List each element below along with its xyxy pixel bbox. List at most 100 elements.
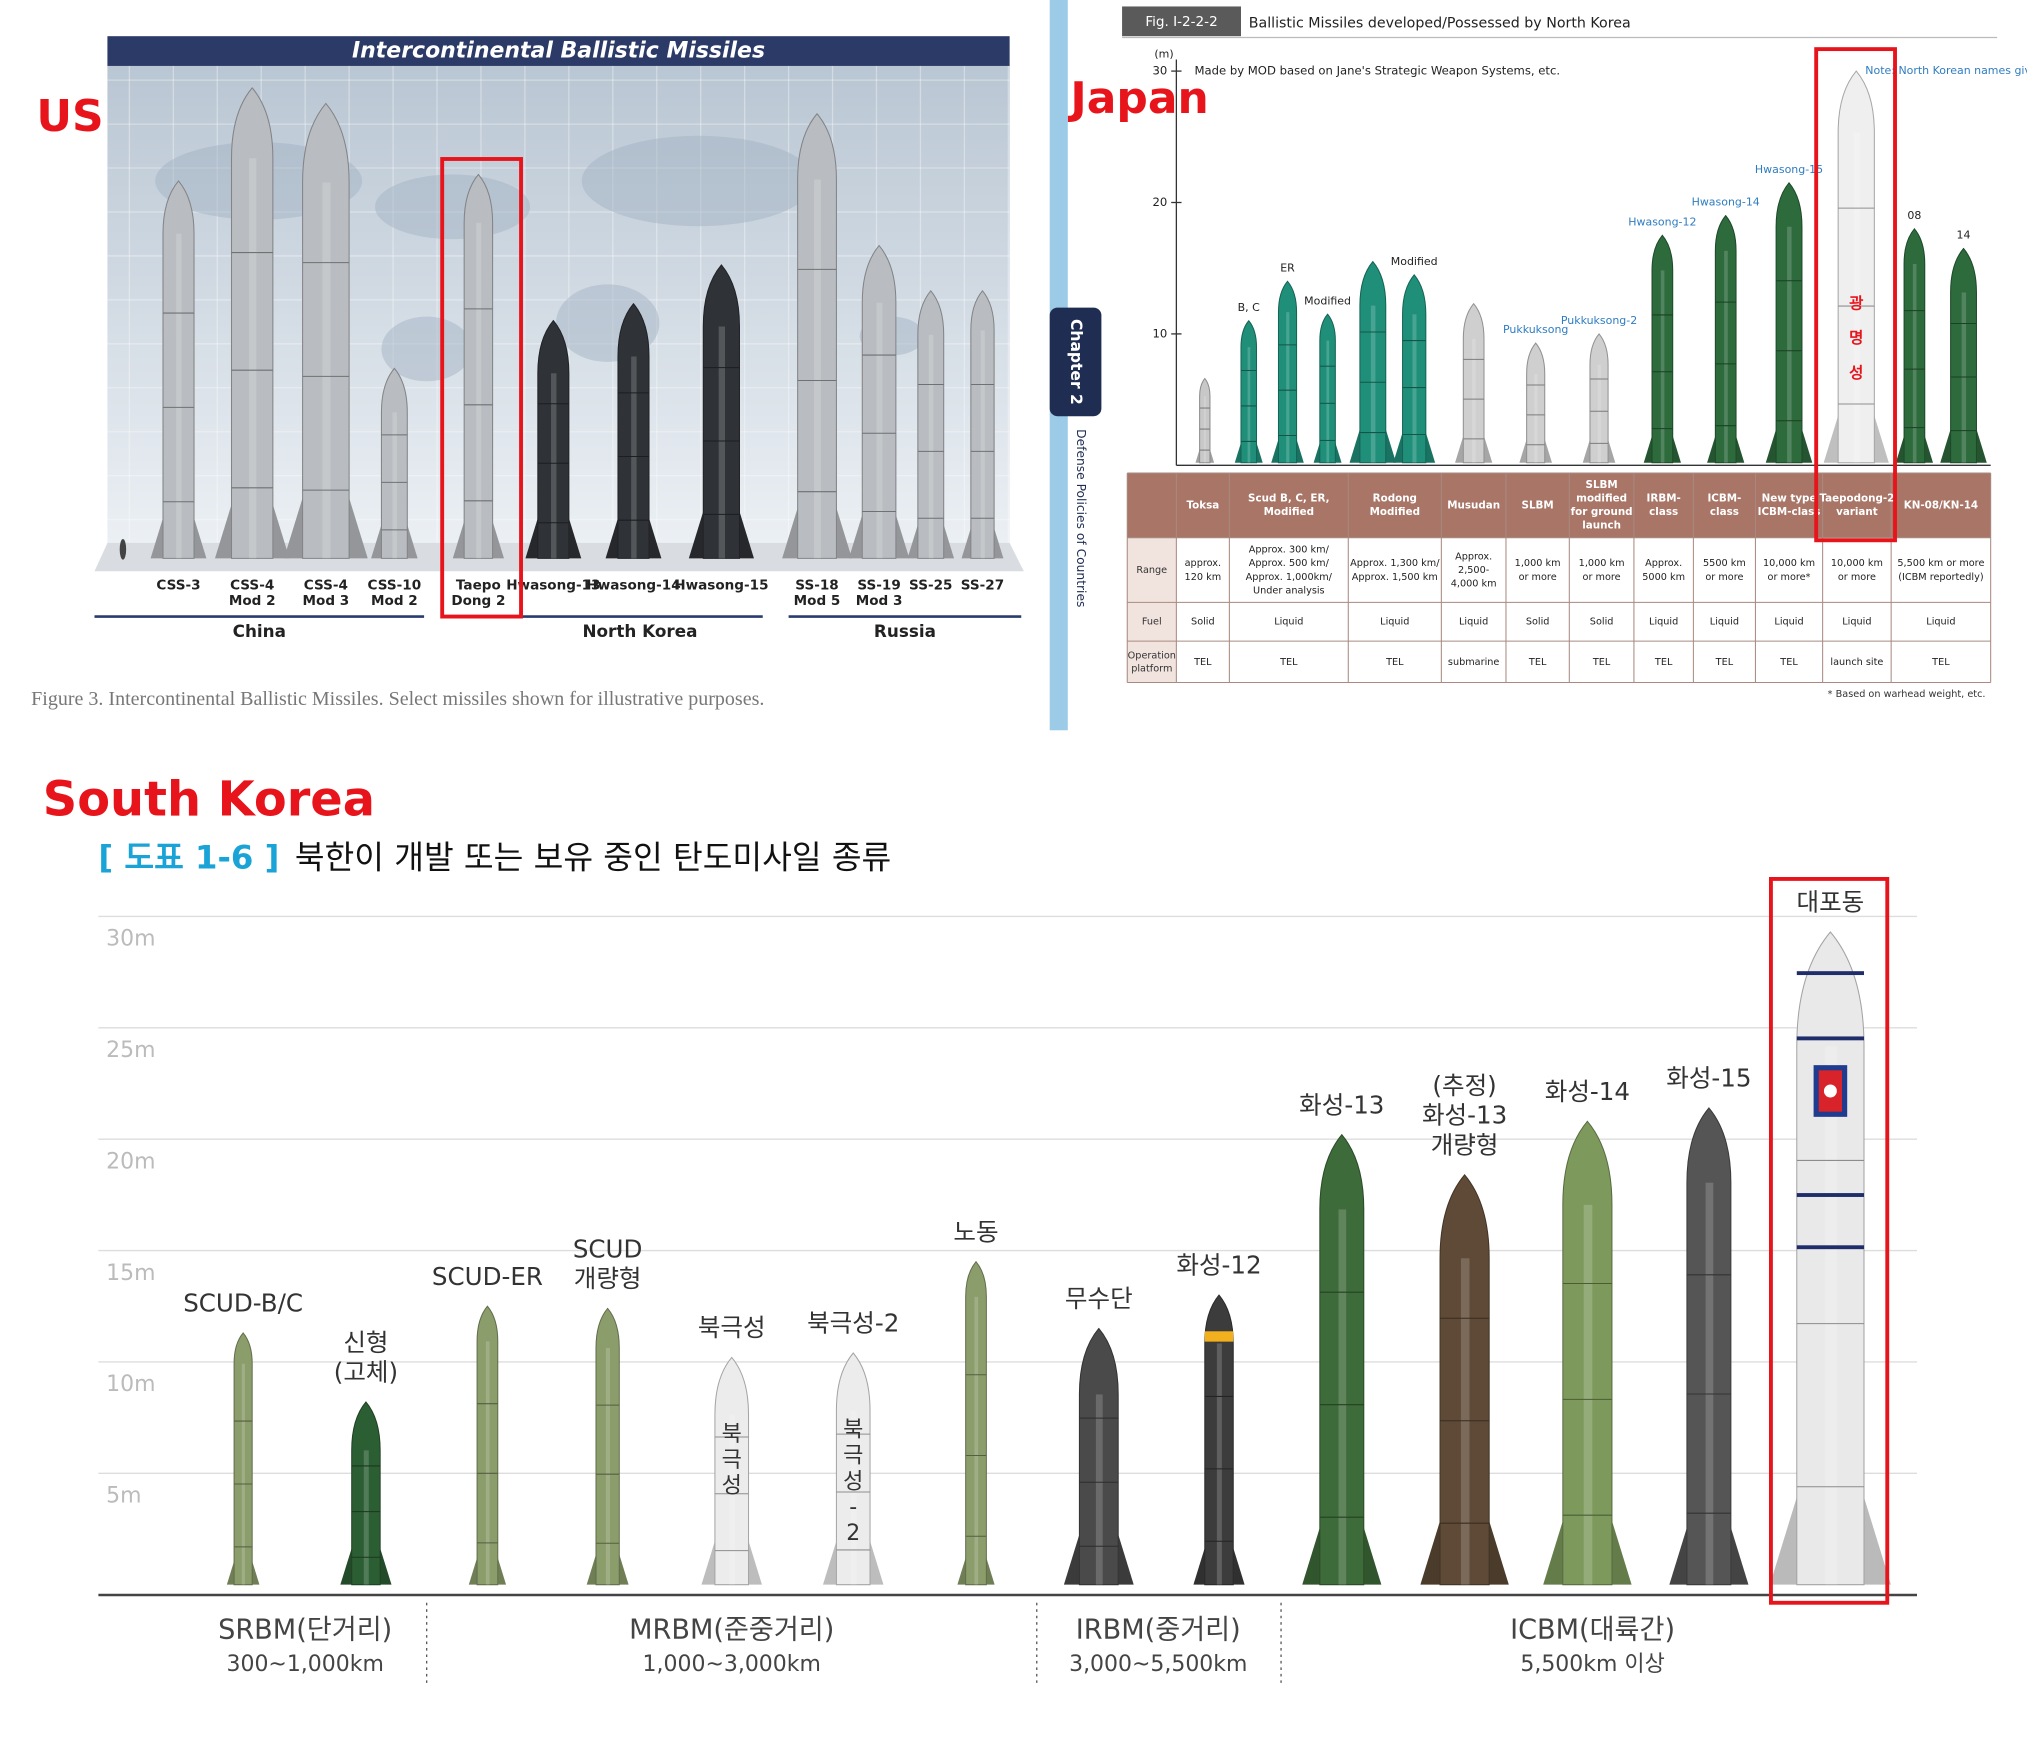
missile-highlight [1853, 132, 1860, 463]
us-missile-label: CSS-4 [304, 578, 348, 594]
us-missile-label: Taepo [456, 578, 501, 594]
missile-label: Pukkuksong [1503, 323, 1568, 336]
missile-fin [943, 524, 955, 559]
highlight-box [1768, 877, 1890, 1605]
figure-number-box [1122, 6, 1241, 37]
missile-fin [1801, 429, 1813, 463]
missile-body-text: 성 [722, 1474, 742, 1499]
source: Made by MOD based on Jane's Strategic We… [1194, 64, 1560, 78]
missile-highlight [1286, 312, 1290, 463]
missile-highlight [476, 222, 482, 559]
y-tick-label: 15m [106, 1261, 155, 1286]
missile-highlight [1534, 373, 1538, 463]
japan-title: Ballistic Missiles developed/Possessed b… [1249, 15, 1631, 31]
y-tick-label: 20 [1153, 195, 1168, 209]
us-group-label: Russia [874, 621, 936, 641]
missile-fin [1669, 1527, 1687, 1585]
missile-highlight [1338, 1209, 1347, 1585]
y-tick-label: 25m [106, 1038, 155, 1063]
table-row-header [1127, 537, 1177, 683]
table-column-header: Scud B, C, ER, [1248, 493, 1330, 505]
missile-fin [452, 521, 465, 559]
table-column-header: variant [1836, 506, 1878, 518]
table-cell: Approx. 1,500 km [1352, 572, 1438, 583]
missile [162, 180, 195, 559]
table-column-header: Taepodong-2 [1819, 493, 1894, 505]
group-range: 5,500km 이상 [1520, 1652, 1664, 1677]
missile-label: ER [1280, 261, 1295, 274]
table-cell: TEL [1779, 657, 1798, 668]
missile-label: Hwasong-15 [1755, 163, 1823, 176]
missile [595, 1307, 620, 1586]
table-row-header-text: Operation [1128, 650, 1176, 661]
table-column-header: Modified [1370, 506, 1420, 518]
missile-label: 14 [1957, 229, 1971, 242]
us-map-shape [381, 316, 472, 382]
missile-highlight [1724, 250, 1728, 463]
table-cell: Solid [1590, 617, 1614, 628]
missile-highlight [928, 334, 934, 559]
us-missile-label: Mod 2 [229, 593, 276, 609]
missile-label: SCUD [573, 1234, 643, 1263]
missile-highlight [1912, 263, 1917, 463]
table-cell: Approx. 1,000km/ [1246, 572, 1333, 583]
table-cell: or more [1519, 572, 1557, 583]
missile-label: 개량형 [574, 1264, 642, 1293]
table-header-row [1127, 473, 1991, 538]
missile [351, 1401, 381, 1586]
missile-fin [1193, 1547, 1205, 1585]
us-group-label: North Korea [582, 621, 697, 641]
missile-fin [1296, 439, 1304, 463]
missile [1439, 1174, 1490, 1586]
missile-fin [1233, 1547, 1245, 1585]
table-cell: or more [1705, 572, 1743, 583]
y-tick-label: 10m [106, 1372, 155, 1397]
table-cell: Liquid [1380, 617, 1409, 628]
missile-fin [1519, 439, 1527, 463]
highlight-box [1814, 47, 1897, 543]
missile-fin [252, 1561, 260, 1585]
missile-label: Modified [1391, 255, 1438, 268]
group-range: 300~1,000km [226, 1652, 383, 1677]
missile-fin [1363, 1527, 1382, 1585]
table-cell: Liquid [1842, 617, 1871, 628]
side-text: Defense Policies of Countries [1074, 429, 1088, 607]
us-map-shape [374, 174, 531, 240]
missile-body-text: 북 [722, 1422, 742, 1447]
table-cell: TEL [1654, 657, 1673, 668]
missile [1402, 273, 1427, 464]
missile-fin [1483, 435, 1493, 463]
us-map-shape [581, 135, 815, 227]
missile [1686, 1107, 1732, 1586]
missile-highlight [718, 326, 726, 559]
table-cell: Solid [1526, 617, 1550, 628]
missile-fin [1874, 415, 1889, 463]
note: Note: North Korean names given in blue. [1865, 64, 2027, 77]
chapter-tab-text: Chapter 2 [1067, 319, 1085, 405]
table-cell: TEL [1385, 657, 1404, 668]
missile-fin [380, 1548, 392, 1585]
us-missile-label: Mod 3 [303, 593, 350, 609]
table-column-header: class [1710, 506, 1739, 518]
us-title-banner [107, 36, 1010, 66]
figure-number: Fig. I-2-2-2 [1145, 14, 1217, 30]
missile-highlight [1597, 364, 1601, 463]
table-cell: Approx. 1,300 km/ [1350, 558, 1440, 569]
table-cell: or more [1583, 572, 1621, 583]
us-title: Intercontinental Ballistic Missiles [352, 39, 765, 64]
table-column-header: Rodong [1373, 493, 1417, 505]
missile-fin [1118, 1534, 1134, 1585]
missile-label: 화성-14 [1545, 1077, 1630, 1106]
missile [380, 367, 408, 559]
missile-body-text: 성 [843, 1469, 863, 1494]
person-figure [119, 538, 127, 560]
group-name: IRBM(중거리) [1076, 1615, 1241, 1646]
table-cell: 1,000 km [1515, 558, 1561, 569]
missile-fin [1256, 442, 1263, 463]
missile-highlight [1705, 1182, 1714, 1585]
missile-highlight [1460, 1258, 1470, 1585]
missile [835, 1352, 871, 1586]
missile [463, 173, 494, 559]
